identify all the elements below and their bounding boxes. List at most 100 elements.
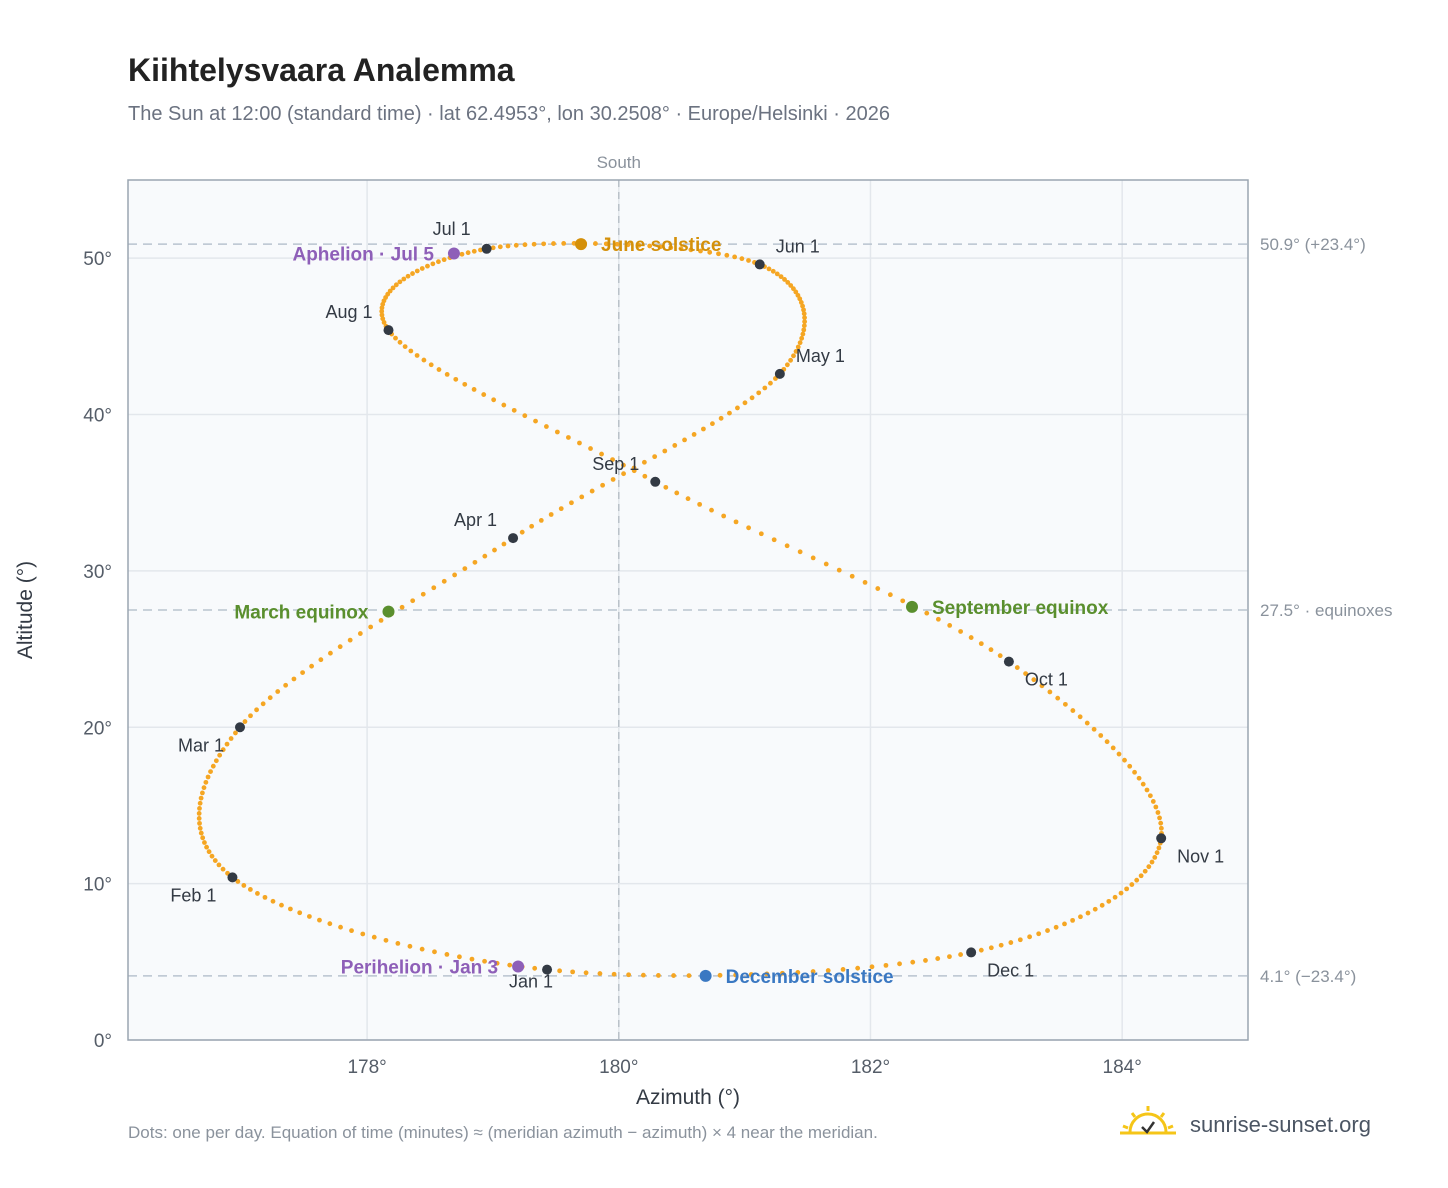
daily-dot [978, 947, 984, 953]
daily-dot [1158, 825, 1164, 831]
event-label: June solstice [601, 235, 721, 256]
daily-dot [197, 820, 202, 826]
daily-dot [923, 958, 928, 963]
daily-dot [531, 241, 537, 247]
daily-dot [1122, 757, 1127, 763]
daily-dot [600, 482, 606, 488]
daily-dot [589, 488, 595, 494]
daily-dot [1047, 689, 1053, 695]
month-label: Dec 1 [987, 960, 1034, 980]
daily-dot [1098, 733, 1104, 738]
daily-dot [788, 283, 794, 288]
daily-dot [924, 610, 930, 616]
event-marker [512, 960, 525, 973]
daily-dot [678, 246, 684, 252]
daily-dot [216, 862, 222, 868]
y-tick-label: 50° [83, 249, 112, 270]
x-tick-label: 180° [599, 1057, 638, 1078]
daily-dot [1158, 820, 1164, 826]
event-marker [906, 600, 918, 613]
daily-dot [611, 971, 617, 977]
daily-dot [522, 413, 528, 419]
daily-dot [662, 448, 668, 454]
daily-dot [631, 468, 637, 474]
daily-dot [197, 805, 202, 811]
reference-label: 4.1° (−23.4°) [1260, 967, 1356, 986]
daily-dot [297, 910, 303, 916]
daily-dot [1039, 683, 1045, 689]
event-marker [382, 605, 395, 618]
daily-dot [414, 353, 420, 358]
daily-dot [785, 280, 791, 285]
daily-dot [1055, 695, 1061, 701]
daily-dot [328, 650, 333, 656]
daily-dot [771, 537, 777, 543]
daily-dot [199, 790, 205, 796]
daily-dot [780, 970, 785, 976]
daily-dot [610, 477, 616, 482]
daily-dot [642, 473, 648, 479]
daily-dot [1134, 877, 1140, 883]
daily-dot [379, 308, 385, 314]
daily-dot [338, 924, 343, 930]
daily-dot [462, 381, 468, 387]
daily-dot [1053, 924, 1059, 930]
month-marker [481, 243, 492, 254]
month-marker [1003, 656, 1014, 667]
daily-dot [469, 956, 475, 962]
daily-dot [875, 586, 881, 591]
footnote: Dots: one per day. Equation of time (min… [128, 1123, 878, 1142]
y-tick-label: 10° [83, 875, 112, 896]
month-label: Jul 1 [433, 219, 471, 239]
daily-dot [482, 958, 487, 964]
month-marker [542, 964, 553, 975]
daily-dot [764, 971, 770, 977]
daily-dot [1136, 775, 1142, 781]
daily-dot [551, 241, 556, 246]
daily-dot [561, 241, 567, 246]
daily-dot [799, 335, 805, 341]
daily-dot [501, 541, 507, 547]
daily-dot [519, 529, 525, 535]
daily-dot [198, 830, 204, 836]
y-tick-label: 20° [83, 718, 112, 739]
month-label: Mar 1 [178, 735, 224, 755]
daily-dot [1070, 917, 1076, 923]
brand-logo[interactable]: sunrise-sunset.org [1120, 1100, 1390, 1150]
daily-dot [947, 622, 953, 628]
month-marker [508, 533, 519, 544]
daily-dot [626, 972, 632, 978]
daily-dot [1154, 850, 1160, 856]
daily-dot [701, 426, 706, 432]
daily-dot [255, 891, 260, 896]
daily-dot [1157, 815, 1162, 821]
daily-dot [379, 312, 385, 318]
daily-dot [717, 972, 723, 978]
daily-dot [686, 973, 692, 979]
daily-dot [1147, 793, 1153, 799]
daily-dot [784, 543, 790, 549]
daily-dot [788, 357, 794, 363]
daily-dot [1027, 934, 1033, 940]
daily-dot [724, 252, 730, 258]
daily-dot [727, 410, 732, 416]
daily-dot [317, 917, 322, 923]
daily-dot [204, 844, 209, 850]
daily-dot [577, 440, 582, 446]
daily-dot [565, 435, 571, 440]
event-label: March equinox [234, 603, 369, 624]
daily-dot [507, 962, 513, 968]
daily-dot [710, 421, 715, 427]
daily-dot [887, 592, 893, 598]
daily-dot [202, 840, 207, 845]
daily-dot [1078, 914, 1083, 920]
daily-dot [472, 559, 478, 565]
daily-dot [200, 835, 206, 841]
daily-dot [570, 969, 576, 975]
daily-dot [421, 357, 427, 363]
daily-dot [327, 921, 333, 927]
daily-dot [758, 531, 764, 537]
daily-dot [279, 902, 284, 908]
